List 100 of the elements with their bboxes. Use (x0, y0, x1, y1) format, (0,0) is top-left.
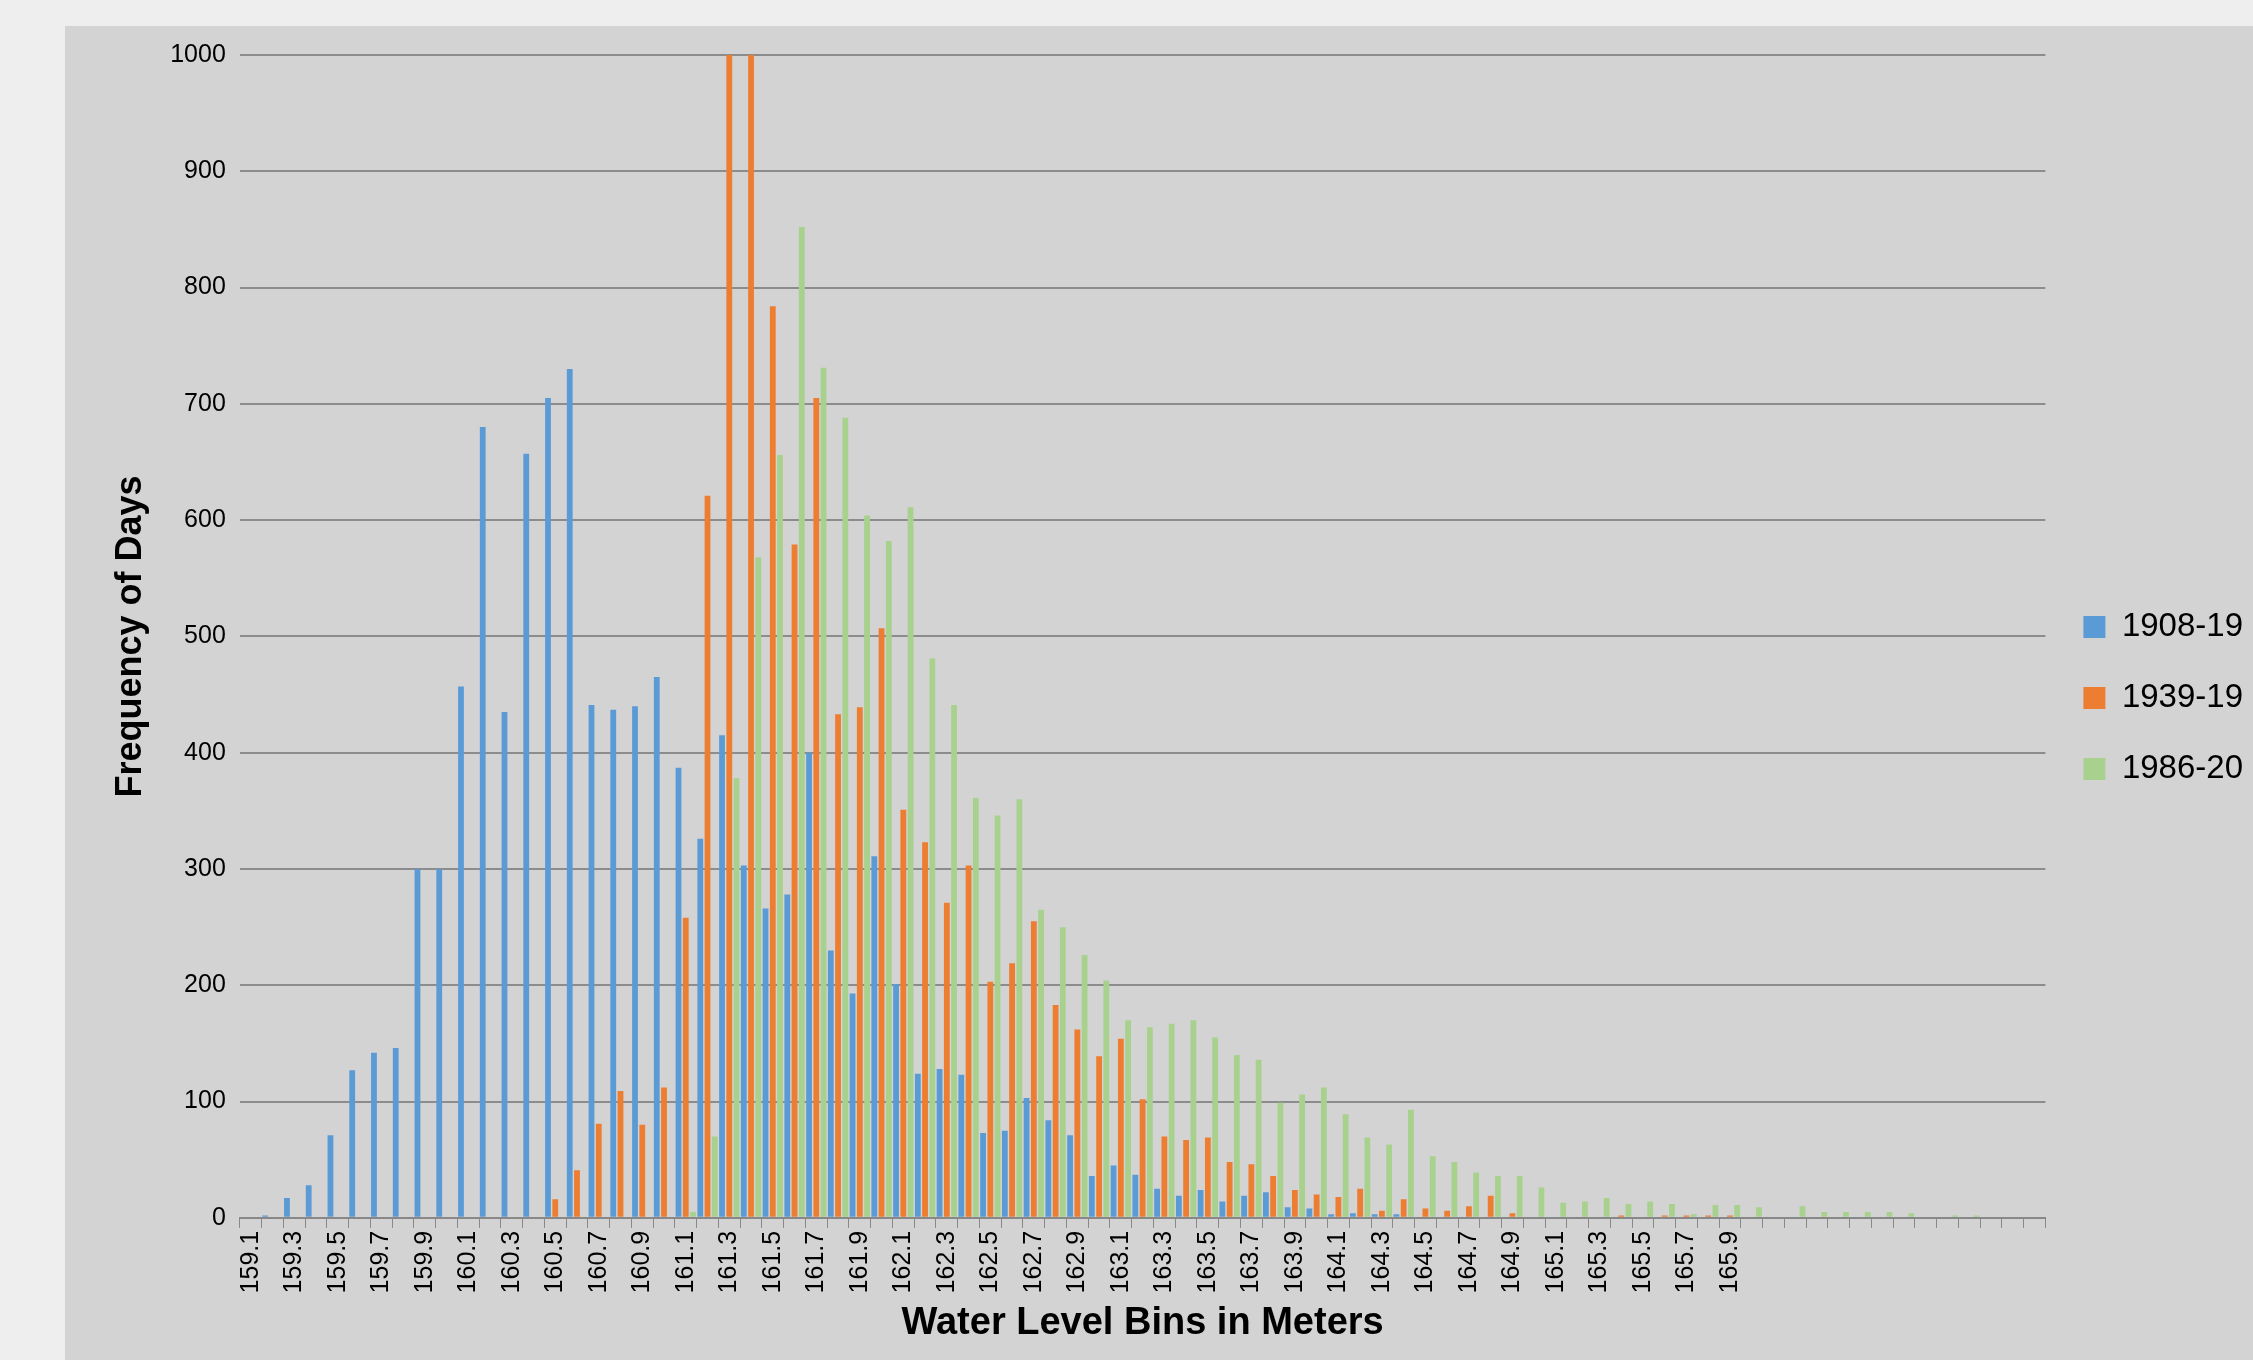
bar (1045, 1120, 1052, 1217)
y-tick-label: 900 (184, 155, 226, 184)
bar (900, 809, 907, 1217)
legend-label: 1939-19 (2121, 677, 2243, 715)
bar (871, 856, 878, 1217)
x-tick-label: 163.3 (1148, 1230, 1177, 1294)
bar (1233, 1055, 1240, 1217)
x-tick-label: 162.3 (930, 1230, 959, 1294)
bar (943, 902, 950, 1217)
bar (1864, 1212, 1871, 1217)
bar (1175, 1195, 1182, 1217)
bar (1096, 1056, 1102, 1217)
y-tick-label: 800 (184, 271, 226, 300)
bar (777, 455, 783, 1217)
bar (806, 752, 812, 1217)
x-tick-label: 163.5 (1191, 1230, 1220, 1294)
x-tick-label: 162.1 (887, 1230, 916, 1294)
bar (958, 1074, 965, 1217)
y-tick-label: 400 (184, 736, 226, 765)
legend-label: 1908-19 (2121, 606, 2243, 644)
bar (1226, 1162, 1233, 1217)
y-tick-label: 500 (184, 620, 226, 649)
bar (1487, 1195, 1494, 1217)
bar (1030, 921, 1037, 1217)
bar (349, 1070, 356, 1217)
bar (1313, 1194, 1320, 1217)
bar (653, 677, 660, 1217)
bar (1320, 1087, 1327, 1217)
x-tick-label: 163.1 (1104, 1230, 1133, 1294)
bar (1364, 1137, 1371, 1217)
bar (1219, 1201, 1226, 1217)
bar (1669, 1203, 1675, 1217)
bar (1291, 1189, 1298, 1217)
x-tick-label: 161.5 (756, 1230, 785, 1294)
bar (1190, 1020, 1197, 1217)
bar (1393, 1214, 1400, 1217)
bar (545, 398, 551, 1217)
y-tick-label: 1000 (170, 38, 226, 67)
bar (284, 1198, 290, 1217)
bar (1067, 1135, 1073, 1217)
bar (610, 709, 617, 1217)
bar (972, 798, 979, 1217)
x-tick-label: 161.3 (713, 1230, 742, 1294)
x-tick-label: 164.1 (1322, 1230, 1351, 1294)
x-tick-label: 163.9 (1278, 1230, 1307, 1294)
bar (1429, 1156, 1436, 1217)
bar (436, 868, 443, 1217)
bar (1495, 1175, 1501, 1217)
bar (639, 1124, 646, 1217)
bar (1103, 980, 1110, 1217)
bar (479, 427, 486, 1217)
bar (392, 1048, 399, 1217)
bar (987, 981, 994, 1217)
bar (929, 658, 936, 1217)
bar (1400, 1199, 1407, 1217)
bar (885, 541, 892, 1217)
bar (835, 714, 841, 1217)
bar (1016, 799, 1023, 1217)
x-tick-label: 159.9 (408, 1230, 437, 1294)
bar (813, 398, 820, 1217)
bar (1386, 1144, 1393, 1217)
x-tick-label: 161.7 (800, 1230, 829, 1294)
x-tick-label: 165.1 (1539, 1230, 1568, 1294)
x-tick-label: 164.9 (1496, 1230, 1525, 1294)
x-tick-label: 160.5 (539, 1230, 568, 1294)
bar (1379, 1210, 1385, 1217)
y-tick-label: 700 (184, 387, 226, 416)
x-tick-label: 162.5 (974, 1230, 1003, 1294)
bar (1168, 1023, 1175, 1217)
x-tick-label: 159.5 (321, 1230, 350, 1294)
bar (1560, 1202, 1567, 1217)
bar (1444, 1210, 1451, 1217)
bar (922, 842, 928, 1217)
bar (864, 515, 870, 1217)
bar (798, 227, 805, 1217)
bar (1843, 1212, 1849, 1217)
bar (1306, 1208, 1313, 1217)
x-tick-label: 164.7 (1452, 1230, 1481, 1294)
bar (1139, 1099, 1146, 1217)
x-tick-label: 163.7 (1235, 1230, 1264, 1294)
bar (1756, 1207, 1762, 1217)
bar (893, 984, 899, 1217)
bar (1277, 1102, 1284, 1217)
y-tick-label: 0 (211, 1201, 226, 1230)
bar (1328, 1214, 1335, 1217)
bar (1371, 1214, 1378, 1217)
legend-label: 1986-20 (2121, 748, 2243, 786)
bar (1074, 1029, 1081, 1217)
bar (1161, 1136, 1168, 1217)
bar (842, 417, 849, 1217)
bar (1270, 1175, 1277, 1217)
bar (1582, 1201, 1588, 1217)
bar (1690, 1214, 1697, 1217)
bar (1255, 1059, 1262, 1217)
bar (755, 557, 762, 1217)
bar (1038, 909, 1044, 1217)
bar (1059, 927, 1066, 1217)
bar (1466, 1206, 1472, 1217)
y-tick-label: 600 (184, 504, 226, 533)
bar (1248, 1164, 1255, 1217)
